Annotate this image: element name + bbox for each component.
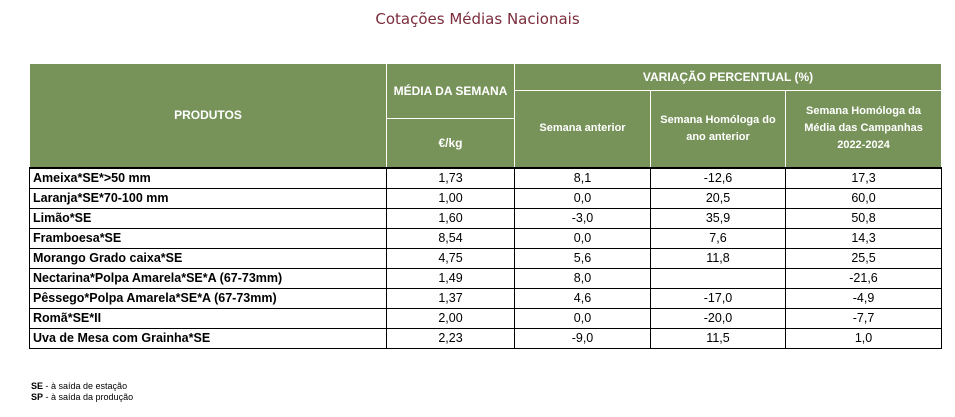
cell-homologa-ano-anterior: 11,5 bbox=[650, 327, 786, 349]
cell-homologa-ano-anterior: 7,6 bbox=[650, 227, 786, 249]
cell-media-semana: 1,00 bbox=[386, 187, 515, 209]
cell-homologa-ano-anterior: -12,6 bbox=[650, 166, 786, 189]
prices-table: PRODUTOS MÉDIA DA SEMANA VARIAÇÃO PERCEN… bbox=[29, 63, 943, 349]
cell-homologa-campanhas: -7,7 bbox=[784, 307, 943, 329]
cell-semana-anterior: 5,6 bbox=[514, 247, 651, 269]
cell-produto: Laranja*SE*70-100 mm bbox=[29, 187, 387, 209]
cell-produto: Limão*SE bbox=[29, 207, 387, 229]
cell-produto: Romã*SE*II bbox=[29, 307, 387, 329]
cell-media-semana: 8,54 bbox=[386, 227, 515, 249]
cell-homologa-ano-anterior: 35,9 bbox=[650, 207, 786, 229]
cell-homologa-campanhas: 1,0 bbox=[784, 327, 943, 349]
cell-produto: Uva de Mesa com Grainha*SE bbox=[29, 327, 387, 349]
cell-media-semana: 2,00 bbox=[386, 307, 515, 329]
header-unit: €/kg bbox=[386, 118, 515, 168]
cell-homologa-campanhas: 60,0 bbox=[784, 187, 943, 209]
cell-produto: Morango Grado caixa*SE bbox=[29, 247, 387, 269]
table-row: Framboesa*SE 8,54 0,0 7,6 14,3 bbox=[29, 227, 943, 249]
table-row: Ameixa*SE*>50 mm 1,73 8,1 -12,6 17,3 bbox=[29, 166, 943, 189]
cell-media-semana: 2,23 bbox=[386, 327, 515, 349]
header-homologa-ano-anterior: Semana Homóloga do ano anterior bbox=[650, 90, 786, 168]
footnote-sp: SP - à saída da produção bbox=[31, 392, 134, 402]
table-row: Pêssego*Polpa Amarela*SE*A (67-73mm) 1,37… bbox=[29, 287, 943, 309]
cell-produto: Ameixa*SE*>50 mm bbox=[29, 166, 387, 189]
cell-homologa-campanhas: -21,6 bbox=[784, 267, 943, 289]
footnote-se: SE - à saída de estação bbox=[31, 381, 128, 391]
cell-semana-anterior: 4,6 bbox=[514, 287, 651, 309]
cell-semana-anterior: 8,0 bbox=[514, 267, 651, 289]
cell-homologa-campanhas: 25,5 bbox=[784, 247, 943, 269]
cell-media-semana: 1,37 bbox=[386, 287, 515, 309]
cell-homologa-campanhas: 14,3 bbox=[784, 227, 943, 249]
cell-semana-anterior: 0,0 bbox=[514, 227, 651, 249]
table-row: Nectarina*Polpa Amarela*SE*A (67-73mm) 1,… bbox=[29, 267, 943, 289]
cell-homologa-campanhas: 17,3 bbox=[784, 166, 943, 189]
table-row: Romã*SE*II 2,00 0,0 -20,0 -7,7 bbox=[29, 307, 943, 329]
header-semana-anterior: Semana anterior bbox=[514, 90, 651, 168]
cell-homologa-ano-anterior: -17,0 bbox=[650, 287, 786, 309]
cell-homologa-ano-anterior: -20,0 bbox=[650, 307, 786, 329]
page-title: Cotações Médias Nacionais bbox=[375, 10, 580, 28]
cell-semana-anterior: -3,0 bbox=[514, 207, 651, 229]
header-variacao-percentual: VARIAÇÃO PERCENTUAL (%) bbox=[513, 63, 943, 91]
cell-homologa-campanhas: -4,9 bbox=[784, 287, 943, 309]
cell-homologa-campanhas: 50,8 bbox=[784, 207, 943, 229]
cell-semana-anterior: 0,0 bbox=[514, 307, 651, 329]
cell-media-semana: 1,60 bbox=[386, 207, 515, 229]
cell-produto: Nectarina*Polpa Amarela*SE*A (67-73mm) bbox=[29, 267, 387, 289]
cell-homologa-ano-anterior bbox=[650, 267, 786, 289]
header-produtos: PRODUTOS bbox=[29, 63, 387, 168]
cell-homologa-ano-anterior: 20,5 bbox=[650, 187, 786, 209]
header-homologa-campanhas: Semana Homóloga da Média das Campanhas 2… bbox=[784, 90, 943, 168]
table-row: Limão*SE 1,60 -3,0 35,9 50,8 bbox=[29, 207, 943, 229]
header-media-semana: MÉDIA DA SEMANA bbox=[386, 63, 515, 119]
cell-media-semana: 4,75 bbox=[386, 247, 515, 269]
cell-produto: Pêssego*Polpa Amarela*SE*A (67-73mm) bbox=[29, 287, 387, 309]
table-row: Uva de Mesa com Grainha*SE 2,23 -9,0 11,5 1,… bbox=[29, 327, 943, 349]
cell-media-semana: 1,73 bbox=[386, 166, 515, 189]
cell-semana-anterior: 8,1 bbox=[514, 166, 651, 189]
cell-semana-anterior: -9,0 bbox=[514, 327, 651, 349]
cell-media-semana: 1,49 bbox=[386, 267, 515, 289]
table-row: Morango Grado caixa*SE 4,75 5,6 11,8 25,5 bbox=[29, 247, 943, 269]
cell-homologa-ano-anterior: 11,8 bbox=[650, 247, 786, 269]
footnotes: SE - à saída de estação SP - à saída da … bbox=[31, 381, 133, 403]
cell-semana-anterior: 0,0 bbox=[514, 187, 651, 209]
cell-produto: Framboesa*SE bbox=[29, 227, 387, 249]
table-row: Laranja*SE*70-100 mm 1,00 0,0 20,5 60,0 bbox=[29, 187, 943, 209]
